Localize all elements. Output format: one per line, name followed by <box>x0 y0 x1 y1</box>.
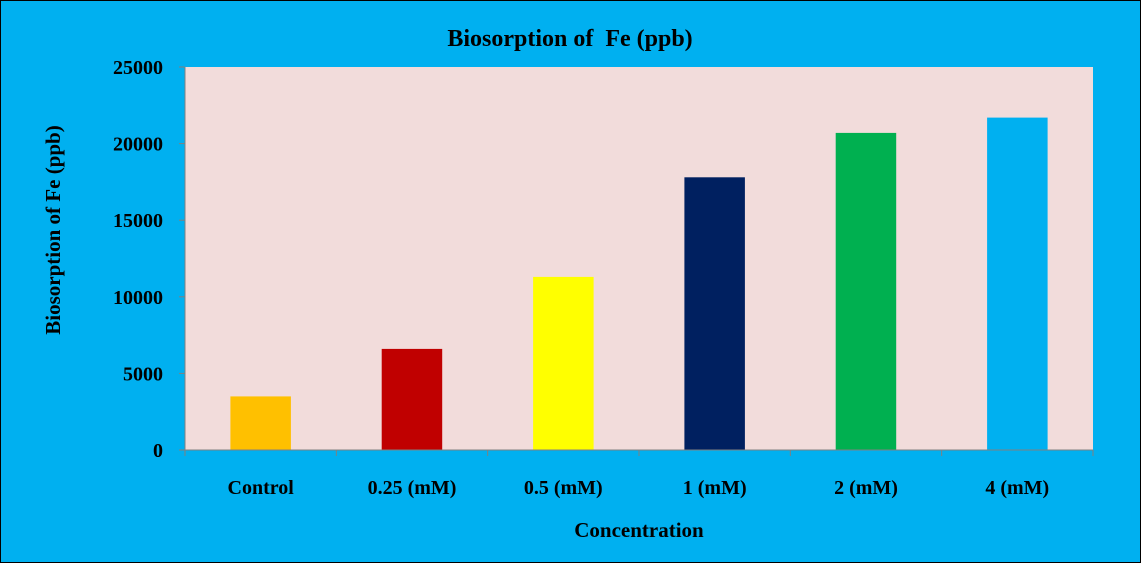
bar-5 <box>987 117 1048 450</box>
bar-0 <box>230 396 291 450</box>
bar-2 <box>533 276 594 450</box>
x-tick-label-0: Control <box>228 477 295 499</box>
bar-3 <box>684 177 745 451</box>
y-tick-label-5: 25000 <box>113 57 163 79</box>
bar-1 <box>381 348 443 450</box>
bar-4 <box>835 132 897 450</box>
x-tick-label-4: 2 (mM) <box>834 477 898 499</box>
x-ticks-group: Control 0.25 (mM) 0.5 (mM) 1 (mM) 2 (mM) 4 (m… <box>184 450 1094 499</box>
y-tick-label-1: 5000 <box>123 363 163 385</box>
y-tick-label-3: 15000 <box>113 210 163 232</box>
y-axis-label: Biosorption of Fe (ppb) <box>41 125 65 334</box>
bars-group <box>230 117 1048 451</box>
x-tick-label-2: 0.5 (mM) <box>524 477 603 499</box>
plot-area <box>185 67 1093 450</box>
x-tick-label-5: 4 (mM) <box>985 477 1049 499</box>
y-tick-label-2: 10000 <box>113 287 163 309</box>
chart-title: Biosorption of Fe (ppb) <box>447 26 692 52</box>
x-axis-label: Concentration <box>574 518 704 542</box>
y-tick-label-0: 0 <box>153 440 163 462</box>
y-tick-label-4: 20000 <box>113 134 163 156</box>
y-ticks-group: 0 5000 10000 15000 20000 25000 <box>113 57 185 462</box>
x-tick-label-3: 1 (mM) <box>683 477 747 499</box>
x-tick-label-1: 0.25 (mM) <box>368 477 457 499</box>
